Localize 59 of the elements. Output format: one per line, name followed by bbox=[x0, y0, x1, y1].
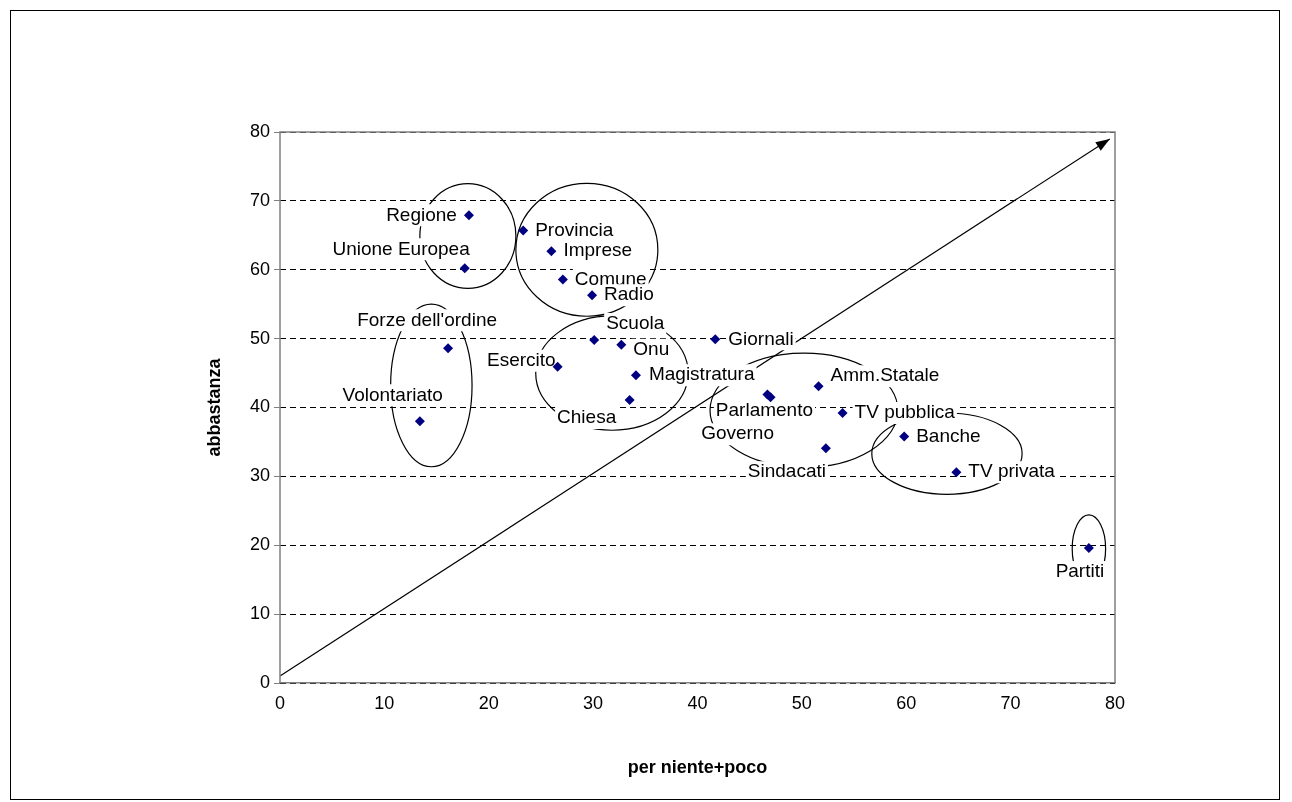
x-tick-label: 40 bbox=[687, 692, 708, 713]
y-tick-label: 80 bbox=[249, 120, 270, 141]
x-tick-label: 60 bbox=[896, 692, 917, 713]
point bbox=[951, 467, 962, 478]
annotation: Imprese bbox=[563, 239, 633, 261]
annotation: Sindacati bbox=[747, 460, 826, 482]
annotation: TV pubblica bbox=[854, 401, 956, 423]
x-tick-label: 0 bbox=[274, 692, 286, 713]
annotation: Unione Europea bbox=[332, 237, 471, 259]
annotation: Esercito bbox=[487, 349, 556, 371]
annotation: Partiti bbox=[1055, 560, 1105, 582]
y-axis-title: abbastanza bbox=[203, 357, 224, 457]
x-tick-label: 50 bbox=[791, 692, 812, 713]
annotation: Regione bbox=[386, 203, 457, 225]
point bbox=[630, 370, 641, 381]
annotation: TV privata bbox=[968, 460, 1056, 482]
x-tick-label: 80 bbox=[1104, 692, 1126, 713]
point bbox=[899, 431, 910, 442]
x-tick-label: 10 bbox=[374, 692, 395, 713]
annotation: Parlamento bbox=[715, 398, 814, 420]
x-axis-title: per niente+poco bbox=[627, 757, 768, 778]
point bbox=[710, 334, 721, 345]
point bbox=[624, 394, 635, 405]
point bbox=[837, 408, 848, 419]
point bbox=[443, 343, 454, 354]
point bbox=[1083, 543, 1094, 554]
y-tick-label: 0 bbox=[259, 671, 270, 692]
point bbox=[587, 290, 598, 301]
point bbox=[820, 443, 831, 454]
point bbox=[518, 225, 529, 236]
y-tick-label: 40 bbox=[249, 396, 270, 417]
annotation: Magistratura bbox=[648, 363, 755, 385]
point bbox=[459, 263, 470, 274]
annotation: Scuola bbox=[606, 312, 665, 334]
annotation: Forze dell'ordine bbox=[357, 308, 498, 330]
x-tick-label: 20 bbox=[478, 692, 499, 713]
x-tick-label: 30 bbox=[583, 692, 604, 713]
annotation: Governo bbox=[701, 422, 774, 444]
point bbox=[813, 381, 824, 392]
annotation: Onu bbox=[633, 338, 670, 360]
annotation: Banche bbox=[916, 424, 981, 446]
point bbox=[546, 246, 557, 257]
annotation: Amm.Statale bbox=[830, 364, 940, 386]
y-tick-label: 10 bbox=[249, 603, 270, 624]
x-tick-label: 70 bbox=[1000, 692, 1021, 713]
y-tick-label: 30 bbox=[249, 465, 270, 486]
annotation: Giornali bbox=[728, 327, 794, 349]
y-tick-label: 60 bbox=[249, 258, 270, 279]
y-tick-label: 70 bbox=[249, 189, 270, 210]
point bbox=[414, 416, 425, 427]
annotation: Volontariato bbox=[342, 383, 443, 405]
y-tick-label: 20 bbox=[249, 534, 270, 555]
annotation: Provincia bbox=[535, 218, 614, 240]
point bbox=[616, 339, 627, 350]
point bbox=[589, 335, 600, 345]
annotation: Chiesa bbox=[557, 406, 617, 428]
point bbox=[463, 210, 474, 221]
point bbox=[557, 274, 568, 285]
y-tick-label: 50 bbox=[249, 327, 270, 348]
